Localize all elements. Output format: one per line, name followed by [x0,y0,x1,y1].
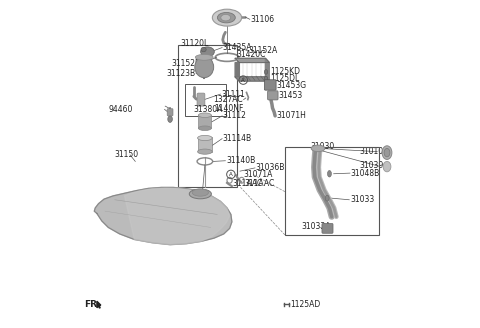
Ellipse shape [195,54,213,60]
Text: 1125AD: 1125AD [290,300,320,309]
FancyBboxPatch shape [268,91,278,100]
Text: 31114B: 31114B [223,134,252,143]
Ellipse shape [198,113,211,117]
Text: 31112: 31112 [223,112,247,120]
Polygon shape [94,187,232,245]
Text: 31453G: 31453G [276,81,307,90]
Text: 31106: 31106 [251,15,275,24]
Ellipse shape [168,116,172,122]
Ellipse shape [192,189,208,196]
Ellipse shape [201,47,206,52]
Text: 31152R: 31152R [171,59,200,68]
Ellipse shape [195,56,214,78]
Ellipse shape [384,148,390,157]
Text: 31420C: 31420C [237,50,266,59]
Ellipse shape [325,195,329,201]
Polygon shape [235,58,269,63]
Bar [178,45,238,187]
Text: 31111: 31111 [221,90,245,99]
Text: 31140B: 31140B [226,156,255,165]
Text: 1125KD: 1125KD [270,68,300,76]
Text: 31380A: 31380A [193,105,223,114]
Text: 31435A: 31435A [223,43,252,52]
Text: FR.: FR. [84,300,101,309]
Ellipse shape [198,149,212,154]
Text: 31071H: 31071H [276,112,306,120]
Text: 31033: 31033 [350,195,374,204]
Text: 31071A: 31071A [243,170,273,179]
Ellipse shape [327,171,331,177]
Text: 94460: 94460 [108,105,132,114]
Text: 31030: 31030 [311,142,335,151]
Bar [185,84,226,116]
Text: 31453: 31453 [278,91,302,100]
Bar [285,147,379,235]
Text: A: A [229,172,233,177]
Ellipse shape [382,146,392,159]
Ellipse shape [198,126,211,131]
Text: 31152A: 31152A [249,46,278,55]
Text: A: A [241,78,245,83]
FancyBboxPatch shape [264,80,276,90]
Text: 311AAC: 311AAC [245,179,275,188]
Text: 1327AC: 1327AC [214,95,243,104]
Bar [198,137,212,152]
Polygon shape [265,58,269,81]
Ellipse shape [221,14,230,21]
FancyBboxPatch shape [197,93,205,106]
Polygon shape [235,77,269,81]
FancyBboxPatch shape [322,223,333,233]
Ellipse shape [212,9,241,26]
Text: 31033A: 31033A [301,222,331,231]
Text: 31123B: 31123B [166,69,195,78]
Text: 31120L: 31120L [181,38,209,48]
Polygon shape [97,301,101,308]
Ellipse shape [198,135,212,141]
Ellipse shape [189,189,211,199]
Ellipse shape [383,161,391,172]
Ellipse shape [217,12,235,23]
Ellipse shape [264,76,268,81]
Text: 1140NF: 1140NF [214,104,243,113]
Polygon shape [235,63,240,81]
FancyBboxPatch shape [167,109,173,116]
Polygon shape [124,188,229,245]
Text: 31036B: 31036B [256,163,285,173]
Text: 31048B: 31048B [350,169,380,177]
Text: 31010: 31010 [360,147,384,156]
Bar [198,114,211,128]
Ellipse shape [264,70,268,74]
Text: 1125DL: 1125DL [270,74,300,83]
Text: 31039: 31039 [360,161,384,170]
Ellipse shape [201,47,214,57]
Text: 31150: 31150 [115,151,139,159]
Text: 311AAC: 311AAC [233,179,263,188]
Ellipse shape [311,145,325,152]
